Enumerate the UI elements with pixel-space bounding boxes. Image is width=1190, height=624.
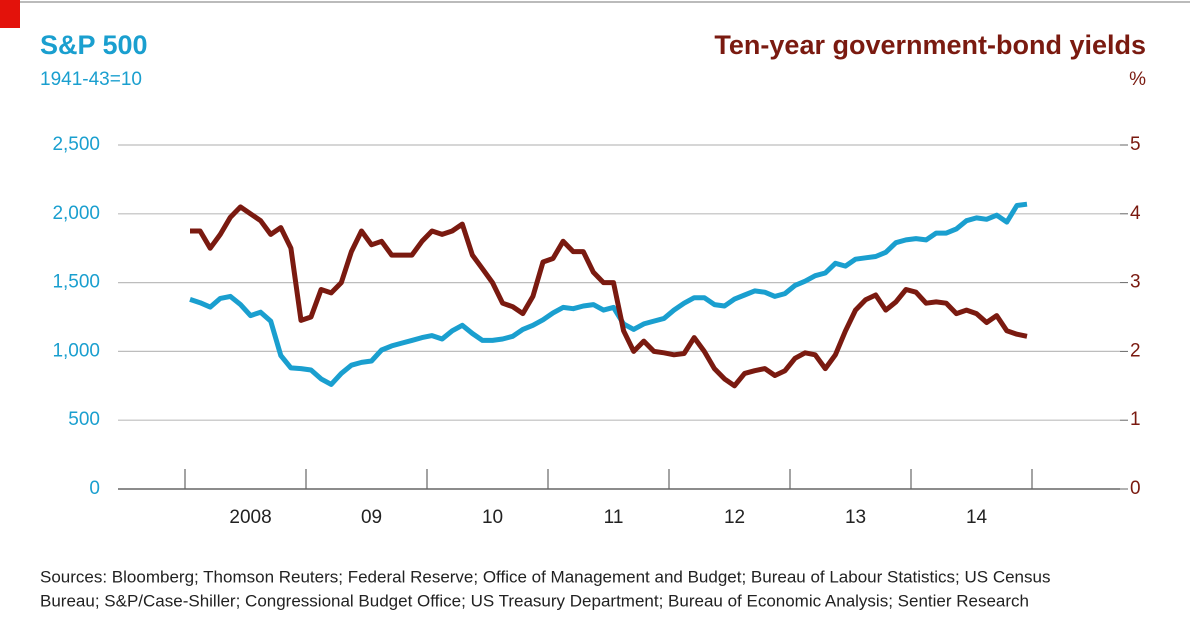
x-tick-label: 09 [361,507,382,528]
y2-tick-label: 1 [1130,409,1141,430]
y-tick-label: 0 [89,478,100,499]
y-tick-label: 2,000 [52,203,100,224]
y2-tick-label: 4 [1130,203,1141,224]
red-tab [0,0,20,28]
y-tick-label: 2,500 [52,134,100,155]
chart-title: S&P 500 [40,30,148,60]
x-tick-label: 12 [724,507,745,528]
x-tick-label: 14 [966,507,988,528]
y-tick-label: 500 [68,409,100,430]
y-tick-label: 1,500 [52,272,100,293]
y2-title: Ten-year government-bond yields [714,30,1146,60]
y2-unit: % [1129,69,1146,90]
x-tick-label: 2008 [229,507,271,528]
source-line: Bureau; S&P/Case-Shiller; Congressional … [40,591,1029,610]
y2-tick-label: 3 [1130,272,1141,293]
y2-tick-label: 2 [1130,340,1141,361]
series-line [189,201,1028,387]
x-tick-label: 13 [845,507,866,528]
chart-subtitle: 1941-43=10 [40,69,142,90]
y2-tick-label: 0 [1130,478,1141,499]
series-line [190,204,1028,389]
x-tick-label: 10 [482,507,503,528]
x-tick-label: 11 [604,507,624,528]
source-line: Sources: Bloomberg; Thomson Reuters; Fed… [40,567,1050,586]
y2-tick-label: 5 [1130,134,1141,155]
y-tick-label: 1,000 [52,340,100,361]
